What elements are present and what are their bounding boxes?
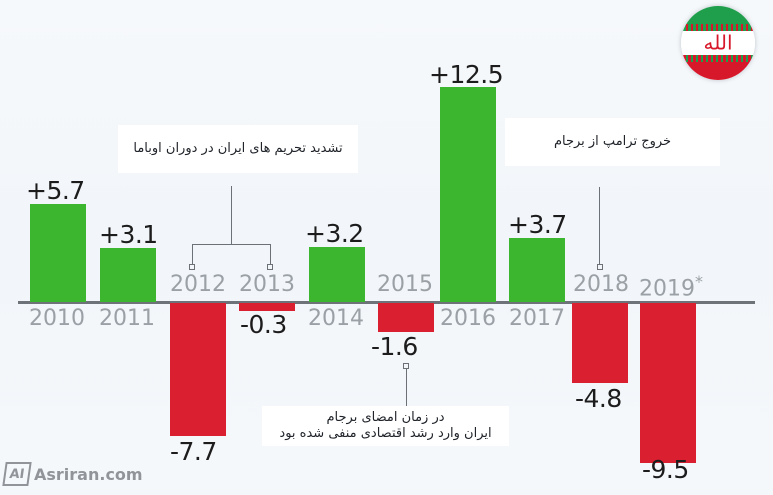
bar-2011 xyxy=(100,248,156,302)
flag-kufic-bottom xyxy=(681,55,755,63)
watermark-logo-icon: AI xyxy=(2,462,32,486)
watermark-text: Asriran.com xyxy=(34,464,143,484)
annotation-jcpoa-signing: در زمان امضای برجام ایران وارد رشد اقتصا… xyxy=(262,406,509,446)
year-label-2013: 2013 xyxy=(239,272,295,297)
bar-2015 xyxy=(378,303,434,332)
annotation-obama-connector-left-drop xyxy=(192,244,193,264)
year-label-2018: 2018 xyxy=(573,272,629,297)
flag-emblem-icon: الله xyxy=(703,30,733,55)
annotation-obama-endpoint-2012 xyxy=(189,264,195,270)
flag-kufic-top xyxy=(681,23,755,31)
value-label-2019: -9.5 xyxy=(642,455,689,484)
year-label-2010: 2010 xyxy=(29,306,85,331)
iran-flag-badge: الله xyxy=(681,6,755,80)
bar-2016 xyxy=(440,87,496,302)
year-label-2014: 2014 xyxy=(308,306,364,331)
watermark: AI Asriran.com xyxy=(2,462,143,486)
annotation-trump-connector-stem xyxy=(599,187,600,264)
annotation-trump-withdrawal-text: خروج ترامپ از برجام xyxy=(553,134,672,149)
annotation-jcpoa-line-2: ایران وارد رشد اقتصادی منفی شده بود xyxy=(279,426,492,441)
bar-2014 xyxy=(309,247,365,302)
value-label-2012: -7.7 xyxy=(170,437,217,466)
zero-axis-line xyxy=(18,301,755,304)
annotation-obama-connector-crossbar xyxy=(192,244,271,245)
year-label-2016: 2016 xyxy=(440,306,496,331)
year-label-2017: 2017 xyxy=(509,306,565,331)
annotation-obama-endpoint-2013 xyxy=(267,264,273,270)
annotation-obama-connector-right-drop xyxy=(270,244,271,264)
bar-2012 xyxy=(170,303,226,436)
value-label-2017: +3.7 xyxy=(508,210,567,239)
value-label-2010: +5.7 xyxy=(26,176,85,205)
flag-white-band xyxy=(681,30,755,56)
bar-2010 xyxy=(30,204,86,302)
annotation-trump-withdrawal: خروج ترامپ از برجام xyxy=(505,118,720,166)
bar-2013 xyxy=(239,303,295,311)
value-label-2015: -1.6 xyxy=(371,332,418,361)
bar-2017 xyxy=(509,238,565,302)
year-label-2019-asterisk: * xyxy=(695,272,703,291)
annotation-obama-sanctions: تشدید تحریم های ایران در دوران اوباما xyxy=(118,125,358,173)
year-label-2015: 2015 xyxy=(377,272,433,297)
year-label-2011: 2011 xyxy=(99,306,155,331)
value-label-2014: +3.2 xyxy=(305,219,364,248)
annotation-jcpoa-endpoint-2015 xyxy=(403,363,409,369)
bar-2019 xyxy=(640,303,696,463)
value-label-2011: +3.1 xyxy=(99,220,158,249)
bar-2018 xyxy=(572,303,628,383)
value-label-2016: +12.5 xyxy=(429,60,504,89)
year-label-2019: 2019* xyxy=(639,272,703,302)
annotation-jcpoa-line-1: در زمان امضای برجام xyxy=(326,410,445,425)
value-label-2013: -0.3 xyxy=(240,310,287,339)
value-label-2018: -4.8 xyxy=(575,384,622,413)
annotation-jcpoa-connector-stem xyxy=(406,368,407,406)
year-label-2012: 2012 xyxy=(170,272,226,297)
annotation-trump-endpoint-2018 xyxy=(597,264,603,270)
annotation-obama-connector-stem xyxy=(231,186,232,244)
